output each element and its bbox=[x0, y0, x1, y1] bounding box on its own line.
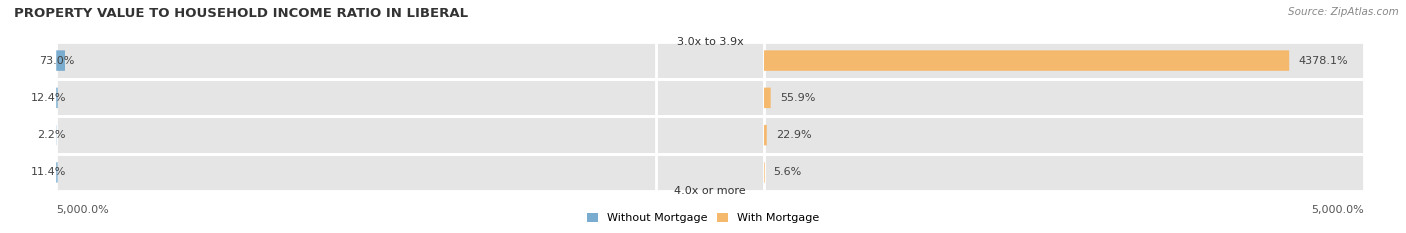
Bar bbox=[657, 79, 763, 116]
Text: 4378.1%: 4378.1% bbox=[1298, 56, 1348, 65]
Bar bbox=[763, 116, 1364, 154]
Bar bbox=[763, 154, 1364, 191]
Text: 5,000.0%: 5,000.0% bbox=[1310, 205, 1364, 215]
FancyBboxPatch shape bbox=[763, 125, 766, 145]
Bar bbox=[56, 154, 657, 191]
Text: 2.2%: 2.2% bbox=[37, 130, 66, 140]
Bar bbox=[763, 42, 1364, 79]
Bar bbox=[56, 116, 657, 154]
Bar bbox=[763, 79, 1364, 116]
Bar bbox=[657, 116, 763, 154]
Bar bbox=[657, 42, 763, 79]
FancyBboxPatch shape bbox=[763, 50, 1289, 71]
Bar bbox=[56, 79, 657, 116]
Text: Source: ZipAtlas.com: Source: ZipAtlas.com bbox=[1288, 7, 1399, 17]
Text: 5.6%: 5.6% bbox=[773, 168, 801, 177]
FancyBboxPatch shape bbox=[56, 50, 65, 71]
FancyBboxPatch shape bbox=[56, 88, 58, 108]
Text: 12.4%: 12.4% bbox=[31, 93, 66, 103]
Text: 55.9%: 55.9% bbox=[780, 93, 815, 103]
Text: 4.0x or more: 4.0x or more bbox=[675, 186, 745, 196]
Text: PROPERTY VALUE TO HOUSEHOLD INCOME RATIO IN LIBERAL: PROPERTY VALUE TO HOUSEHOLD INCOME RATIO… bbox=[14, 7, 468, 20]
Bar bbox=[657, 154, 763, 191]
Text: 22.9%: 22.9% bbox=[776, 130, 811, 140]
Bar bbox=[56, 42, 657, 79]
Legend: Without Mortgage, With Mortgage: Without Mortgage, With Mortgage bbox=[582, 208, 824, 227]
Text: 11.4%: 11.4% bbox=[31, 168, 66, 177]
Text: 73.0%: 73.0% bbox=[38, 56, 75, 65]
Text: 5,000.0%: 5,000.0% bbox=[56, 205, 110, 215]
Text: 3.0x to 3.9x: 3.0x to 3.9x bbox=[676, 37, 744, 47]
FancyBboxPatch shape bbox=[763, 88, 770, 108]
